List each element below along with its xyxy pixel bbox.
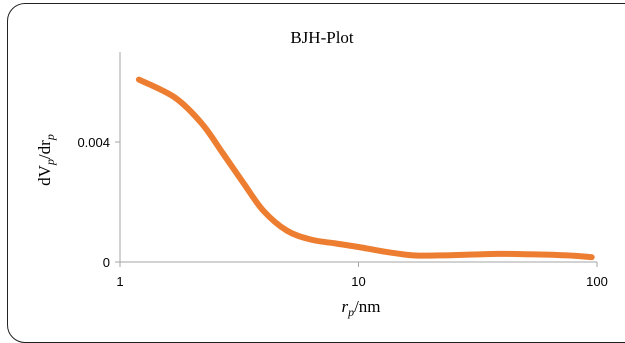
chart-title: BJH-Plot bbox=[290, 28, 354, 47]
x-tick-label: 10 bbox=[351, 274, 365, 289]
y-axis-label: dVp/drp bbox=[35, 134, 57, 186]
x-axis-label: rp/nm bbox=[341, 297, 380, 319]
x-label-main: r bbox=[341, 297, 348, 316]
x-tick-label: 100 bbox=[586, 274, 608, 289]
axis-ticks: 1 10 100 0 0.004 bbox=[77, 135, 607, 289]
y-label-mid: /dr bbox=[35, 140, 54, 159]
y-tick-label: 0.004 bbox=[77, 135, 110, 150]
series-layer bbox=[135, 76, 595, 261]
x-label-sub: p bbox=[347, 305, 354, 319]
y-tick-label: 0 bbox=[103, 255, 110, 270]
y-label-sub2: p bbox=[43, 134, 57, 141]
x-label-unit: /nm bbox=[354, 297, 380, 316]
x-tick-label: 1 bbox=[116, 274, 123, 289]
y-label-d1: dV bbox=[35, 164, 54, 186]
y-label-sub1: p bbox=[43, 159, 57, 166]
series-line bbox=[135, 76, 595, 261]
chart: BJH-Plot 1 10 100 0 0.004 dVp/drp rp/nm bbox=[35, 28, 608, 319]
